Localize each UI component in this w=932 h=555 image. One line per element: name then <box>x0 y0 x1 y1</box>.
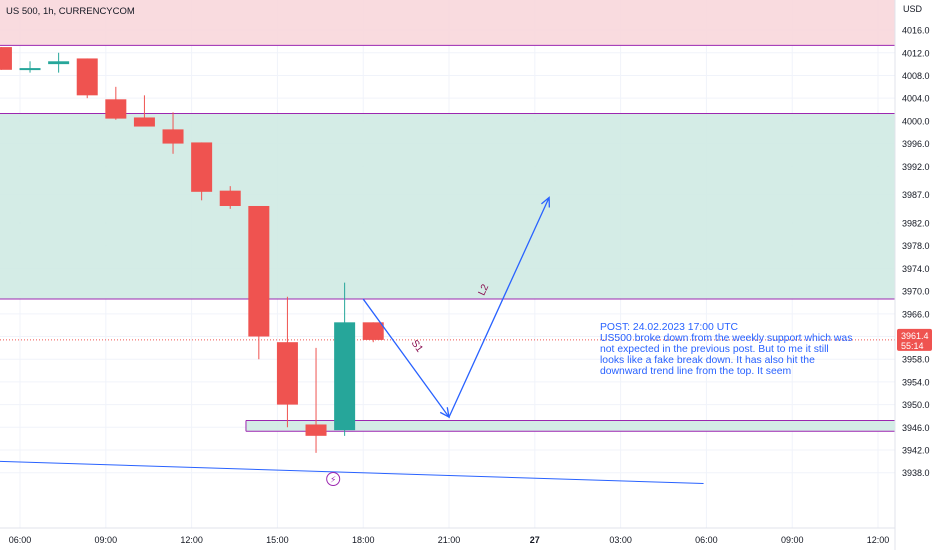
y-tick-label: 4000.0 <box>902 116 930 126</box>
arrow-head <box>541 196 550 208</box>
x-tick-label: 09:00 <box>95 535 118 545</box>
y-tick-label: 3938.0 <box>902 468 930 478</box>
price-tag-value: 3961.4 <box>901 331 929 341</box>
y-tick-label: 4008.0 <box>902 71 930 81</box>
candles <box>0 47 384 453</box>
annotation-line: POST: 24.02.2023 17:00 UTC <box>600 322 739 333</box>
trend-lines[interactable] <box>0 339 895 484</box>
candle-body <box>191 142 213 192</box>
candle <box>305 347 327 453</box>
candle-body <box>105 99 127 119</box>
zone-lower-support <box>245 420 895 432</box>
candle <box>219 186 241 209</box>
x-tick-label: 21:00 <box>438 535 461 545</box>
x-tick-label: 03:00 <box>609 535 632 545</box>
annotation-line: not expected in the previous post. But t… <box>600 344 829 355</box>
y-tick-label: 3946.0 <box>902 423 930 433</box>
trend-line[interactable] <box>0 460 704 484</box>
candle-body <box>162 129 184 144</box>
candle <box>162 112 184 154</box>
candle <box>191 142 213 201</box>
zone-upper-support <box>0 113 895 300</box>
candle-body <box>248 205 270 337</box>
candle-body <box>48 61 70 65</box>
y-tick-label: 3966.0 <box>902 309 930 319</box>
annotation-line: looks like a fake break down. It has als… <box>600 355 815 366</box>
price-tag <box>897 328 932 351</box>
x-tick-label: 06:00 <box>695 535 718 545</box>
annotation-line: downward trend line from the top. It see… <box>600 366 792 377</box>
x-tick-label: 09:00 <box>781 535 804 545</box>
candle <box>105 86 127 120</box>
chart-title: US 500, 1h, CURRENCYCOM <box>6 6 135 17</box>
candle-body <box>19 68 41 71</box>
annotation-line: US500 broke down from the weekly support… <box>600 333 853 344</box>
annotation-text[interactable]: POST: 24.02.2023 17:00 UTC US500 broke d… <box>600 322 860 377</box>
y-tick-label: 3954.0 <box>902 377 930 387</box>
candle-body <box>362 322 384 340</box>
y-tick-label: 4012.0 <box>902 48 930 58</box>
x-tick-label: 18:00 <box>352 535 375 545</box>
candle <box>276 296 298 428</box>
candle-body <box>76 58 98 96</box>
candle-body <box>0 47 12 70</box>
candle <box>133 95 155 127</box>
candle <box>248 205 270 360</box>
currency-label: USD <box>903 4 923 14</box>
candle-body <box>334 322 356 431</box>
event-icon: ⚡ <box>330 475 336 485</box>
y-tick-label: 4016.0 <box>902 26 930 36</box>
candle-body <box>305 424 327 436</box>
y-tick-label: 3982.0 <box>902 219 930 229</box>
y-tick-label: 3992.0 <box>902 162 930 172</box>
candle <box>48 52 70 73</box>
projection[interactable]: S1 L2 <box>362 196 550 419</box>
x-tick-label: 06:00 <box>9 535 32 545</box>
candle <box>334 282 356 436</box>
y-tick-label: 3987.0 <box>902 190 930 200</box>
candle-body <box>133 117 155 127</box>
y-tick-label: 3978.0 <box>902 241 930 251</box>
path-label: S1 <box>409 338 425 355</box>
path-label: L2 <box>477 282 492 297</box>
arrow-head <box>439 407 450 419</box>
candle <box>19 61 41 73</box>
y-tick-label: 3970.0 <box>902 287 930 297</box>
x-tick-label: 27 <box>530 535 540 545</box>
candle-body <box>276 342 298 405</box>
zones <box>0 0 895 432</box>
candle-body <box>219 190 241 206</box>
zone-resistance <box>0 0 895 46</box>
y-tick-label: 3996.0 <box>902 139 930 149</box>
candle <box>0 47 12 70</box>
candle <box>362 322 384 343</box>
y-tick-label: 3942.0 <box>902 446 930 456</box>
price-tag-countdown: 55:14 <box>901 341 924 351</box>
x-tick-label: 15:00 <box>266 535 289 545</box>
y-tick-label: 4004.0 <box>902 94 930 104</box>
overlay: ⚡ <box>326 472 341 486</box>
y-tick-label: 3958.0 <box>902 355 930 365</box>
x-tick-label: 12:00 <box>180 535 203 545</box>
y-tick-label: 3974.0 <box>902 264 930 274</box>
x-tick-label: 12:00 <box>867 535 890 545</box>
y-tick-label: 3950.0 <box>902 400 930 410</box>
event-marker[interactable] <box>326 472 341 486</box>
candle <box>76 58 98 99</box>
